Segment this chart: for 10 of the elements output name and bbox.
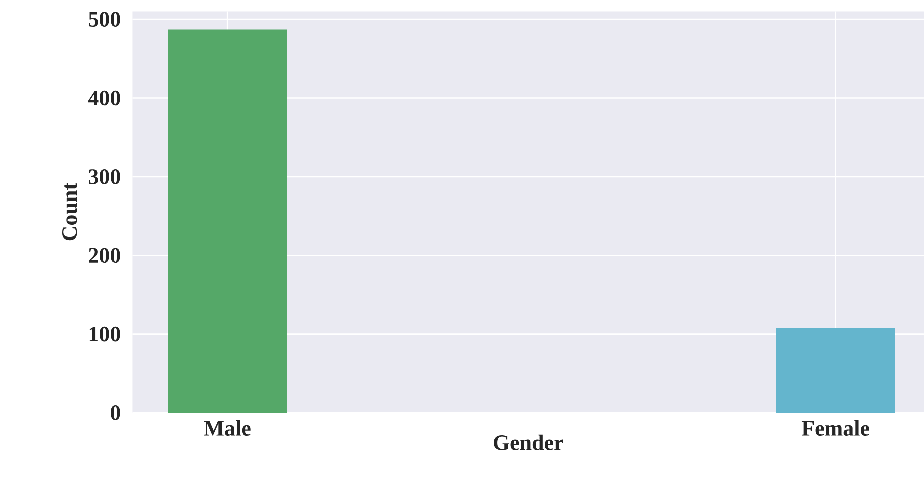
y-tick-label: 500 (89, 12, 120, 27)
x-axis-title: Gender (494, 434, 564, 450)
y-tick-label: 100 (90, 326, 120, 342)
y-tick-label: 200 (89, 248, 120, 264)
x-tick-label: Female (802, 420, 870, 436)
y-tick-label: 300 (89, 170, 120, 184)
y-tick-label: 0 (111, 406, 120, 420)
x-tick-label: Male (204, 420, 251, 436)
y-axis-title: Count (62, 183, 78, 241)
y-tick-label: 400 (88, 90, 120, 106)
